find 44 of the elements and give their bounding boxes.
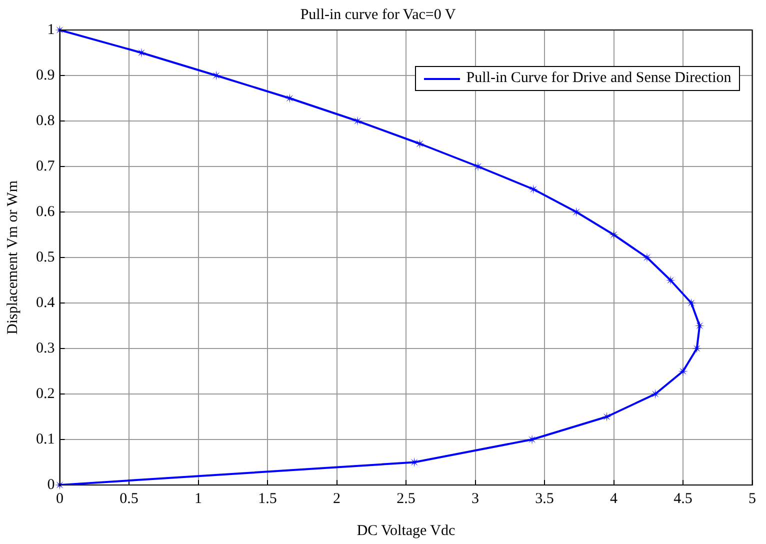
x-tick-label: 5 [748,490,756,507]
y-tick-label: 1 [47,22,55,38]
x-tick-label: 2.5 [396,490,416,507]
point [284,93,295,104]
y-tick-label: 0.8 [36,112,55,129]
point [211,70,222,80]
x-tick-label: 2 [333,490,340,507]
y-axis-title: Displacement Vm or Wm [4,180,21,334]
point [650,389,660,399]
point [527,434,538,444]
point [608,230,619,240]
point [414,138,425,149]
y-tick-label: 0.3 [36,340,55,356]
y-tick-label: 0.7 [36,158,56,174]
point [694,320,705,331]
x-tick-label: 1.5 [258,490,277,507]
point [686,298,696,308]
point [136,48,146,58]
y-tick-label: 0.6 [36,204,56,220]
x-tick-label: 3.5 [535,490,554,507]
x-axis-title: DC Voltage Vdc [356,522,456,539]
x-tick-label: 3 [472,490,479,507]
x-tick-label: 4 [610,490,618,507]
x-tick-label: 0.5 [120,490,138,507]
y-tick-label: 0.1 [36,431,55,448]
point [352,116,363,126]
y-tick-label: 0 [47,476,55,493]
chart-title: Pull-in curve for Vac=0 V [300,6,456,23]
x-tick-label: 1 [194,490,202,507]
x-tick-label: 4.5 [674,490,692,507]
point [642,252,652,262]
point [692,344,702,354]
y-tick-label: 0.9 [36,67,55,84]
point [666,275,676,286]
point [571,207,582,217]
y-tick-label: 0.5 [36,249,55,266]
point [409,457,420,468]
legend-label: Pull-in Curve for Drive and Sense Direction [466,70,732,87]
point [602,412,612,422]
point [678,366,688,376]
y-tick-label: 0.2 [36,386,55,402]
point [528,184,538,194]
point [473,162,484,172]
y-tick-label: 0.4 [36,294,56,311]
